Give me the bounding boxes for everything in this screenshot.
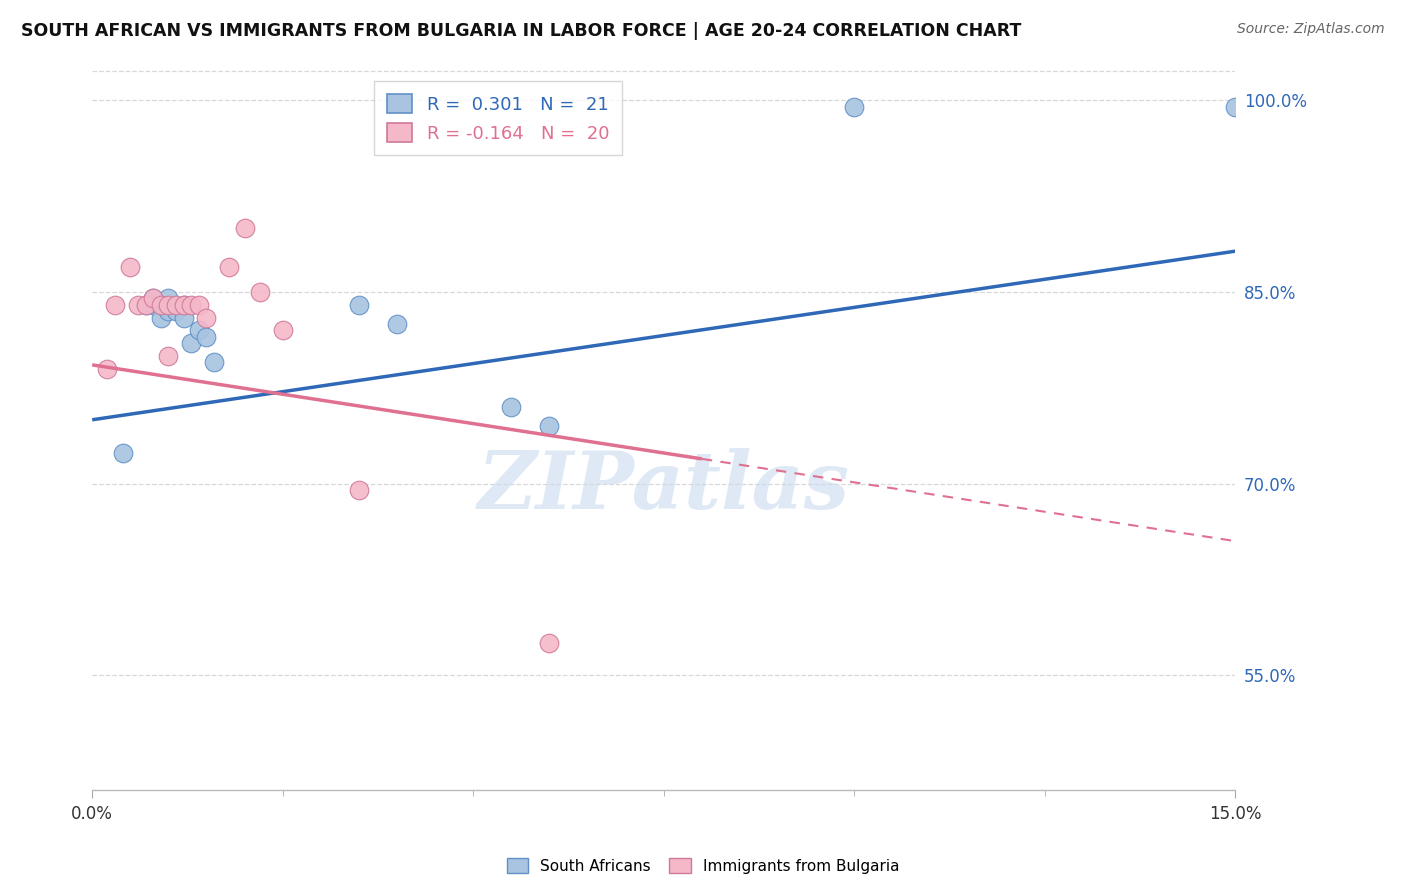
Point: [165, 298, 187, 312]
Legend: South Africans, Immigrants from Bulgaria: South Africans, Immigrants from Bulgaria: [501, 852, 905, 880]
Point: [173, 310, 195, 325]
Point: [157, 292, 180, 306]
Point: [135, 298, 157, 312]
Point: [142, 292, 165, 306]
Point: [104, 298, 127, 312]
Text: Source: ZipAtlas.com: Source: ZipAtlas.com: [1237, 22, 1385, 37]
Point: [157, 298, 180, 312]
Point: [202, 355, 225, 369]
Y-axis label: In Labor Force | Age 20-24: In Labor Force | Age 20-24: [0, 319, 8, 539]
Point: [173, 298, 195, 312]
Point: [501, 400, 523, 414]
Point: [249, 285, 271, 299]
Text: ZIPatlas: ZIPatlas: [478, 449, 849, 526]
Point: [347, 483, 370, 497]
Point: [195, 310, 218, 325]
Point: [142, 292, 165, 306]
Point: [187, 298, 209, 312]
Point: [135, 298, 157, 312]
Point: [538, 419, 561, 434]
Point: [180, 298, 202, 312]
Point: [157, 349, 180, 363]
Point: [149, 310, 172, 325]
Point: [149, 298, 172, 312]
Point: [127, 298, 149, 312]
Point: [385, 317, 408, 331]
Point: [233, 221, 256, 235]
Point: [173, 298, 195, 312]
Point: [96, 361, 118, 376]
Point: [157, 304, 180, 318]
Point: [1225, 100, 1247, 114]
Point: [120, 260, 142, 274]
Point: [165, 304, 187, 318]
Point: [111, 446, 134, 460]
Point: [538, 636, 561, 650]
Legend: R =  0.301   N =  21, R = -0.164   N =  20: R = 0.301 N = 21, R = -0.164 N = 20: [374, 81, 621, 155]
Point: [271, 323, 294, 337]
Point: [347, 298, 370, 312]
Point: [195, 330, 218, 344]
Point: [844, 100, 866, 114]
Text: SOUTH AFRICAN VS IMMIGRANTS FROM BULGARIA IN LABOR FORCE | AGE 20-24 CORRELATION: SOUTH AFRICAN VS IMMIGRANTS FROM BULGARI…: [21, 22, 1022, 40]
Point: [180, 336, 202, 351]
Point: [218, 260, 240, 274]
Point: [149, 298, 172, 312]
Point: [187, 323, 209, 337]
Point: [142, 298, 165, 312]
